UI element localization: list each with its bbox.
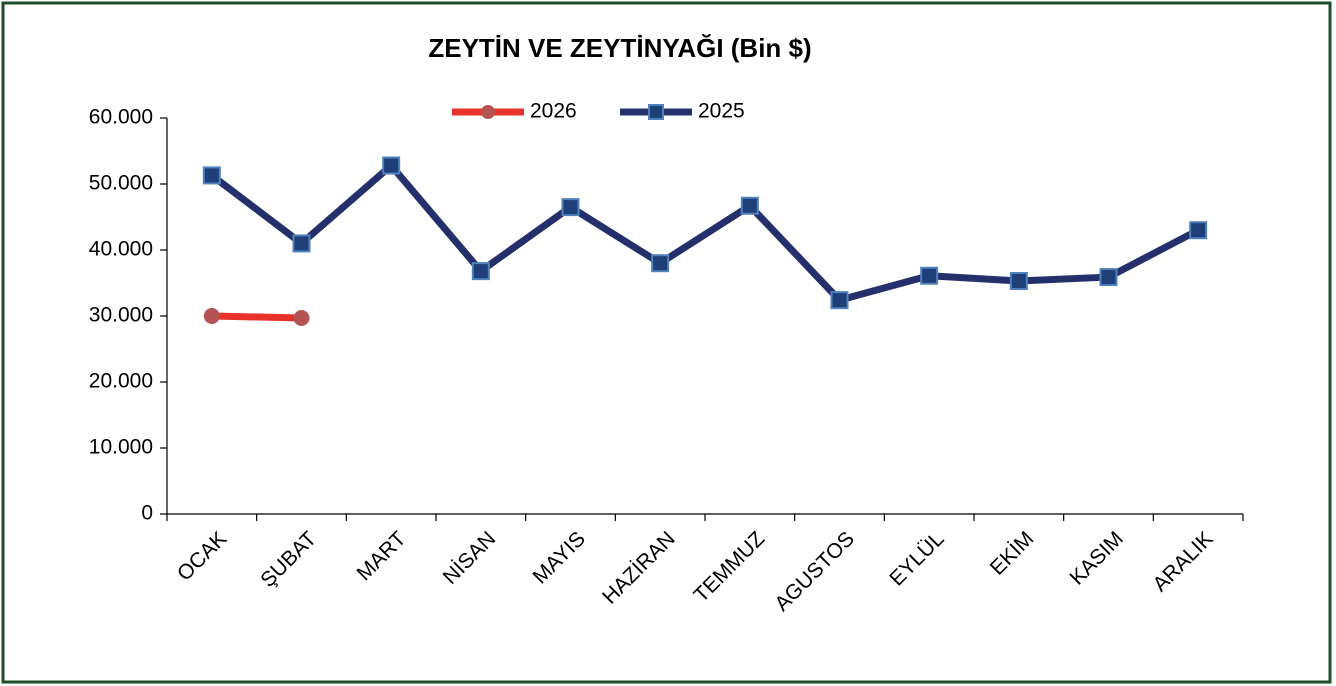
y-tick-label: 40.000: [89, 238, 153, 261]
marker: [1099, 268, 1118, 287]
marker: [292, 234, 311, 253]
marker: [1189, 221, 1208, 240]
marker: [1009, 272, 1028, 291]
marker: [740, 196, 759, 215]
legend-label: 2026: [530, 100, 577, 123]
chart-title: ZEYTİN VE ZEYTİNYAĞI (Bin $): [428, 33, 811, 63]
marker: [920, 266, 939, 285]
series-line: [211, 312, 302, 322]
legend-label: 2025: [698, 100, 745, 123]
marker: [651, 254, 670, 273]
y-tick-label: 50.000: [89, 172, 153, 195]
marker: [561, 198, 580, 217]
marker: [382, 156, 401, 175]
marker: [471, 262, 490, 281]
series-line: [209, 162, 1200, 304]
marker: [830, 291, 849, 310]
marker: [203, 308, 220, 324]
y-tick-label: 30.000: [89, 304, 153, 327]
marker: [293, 309, 310, 326]
y-tick-label: 10.000: [89, 436, 153, 459]
y-tick-label: 0: [141, 502, 153, 525]
y-tick-label: 20.000: [89, 370, 153, 393]
y-tick-label: 60.000: [89, 106, 153, 129]
legend-marker: [648, 104, 664, 120]
marker: [202, 166, 221, 185]
legend-marker: [481, 105, 495, 119]
